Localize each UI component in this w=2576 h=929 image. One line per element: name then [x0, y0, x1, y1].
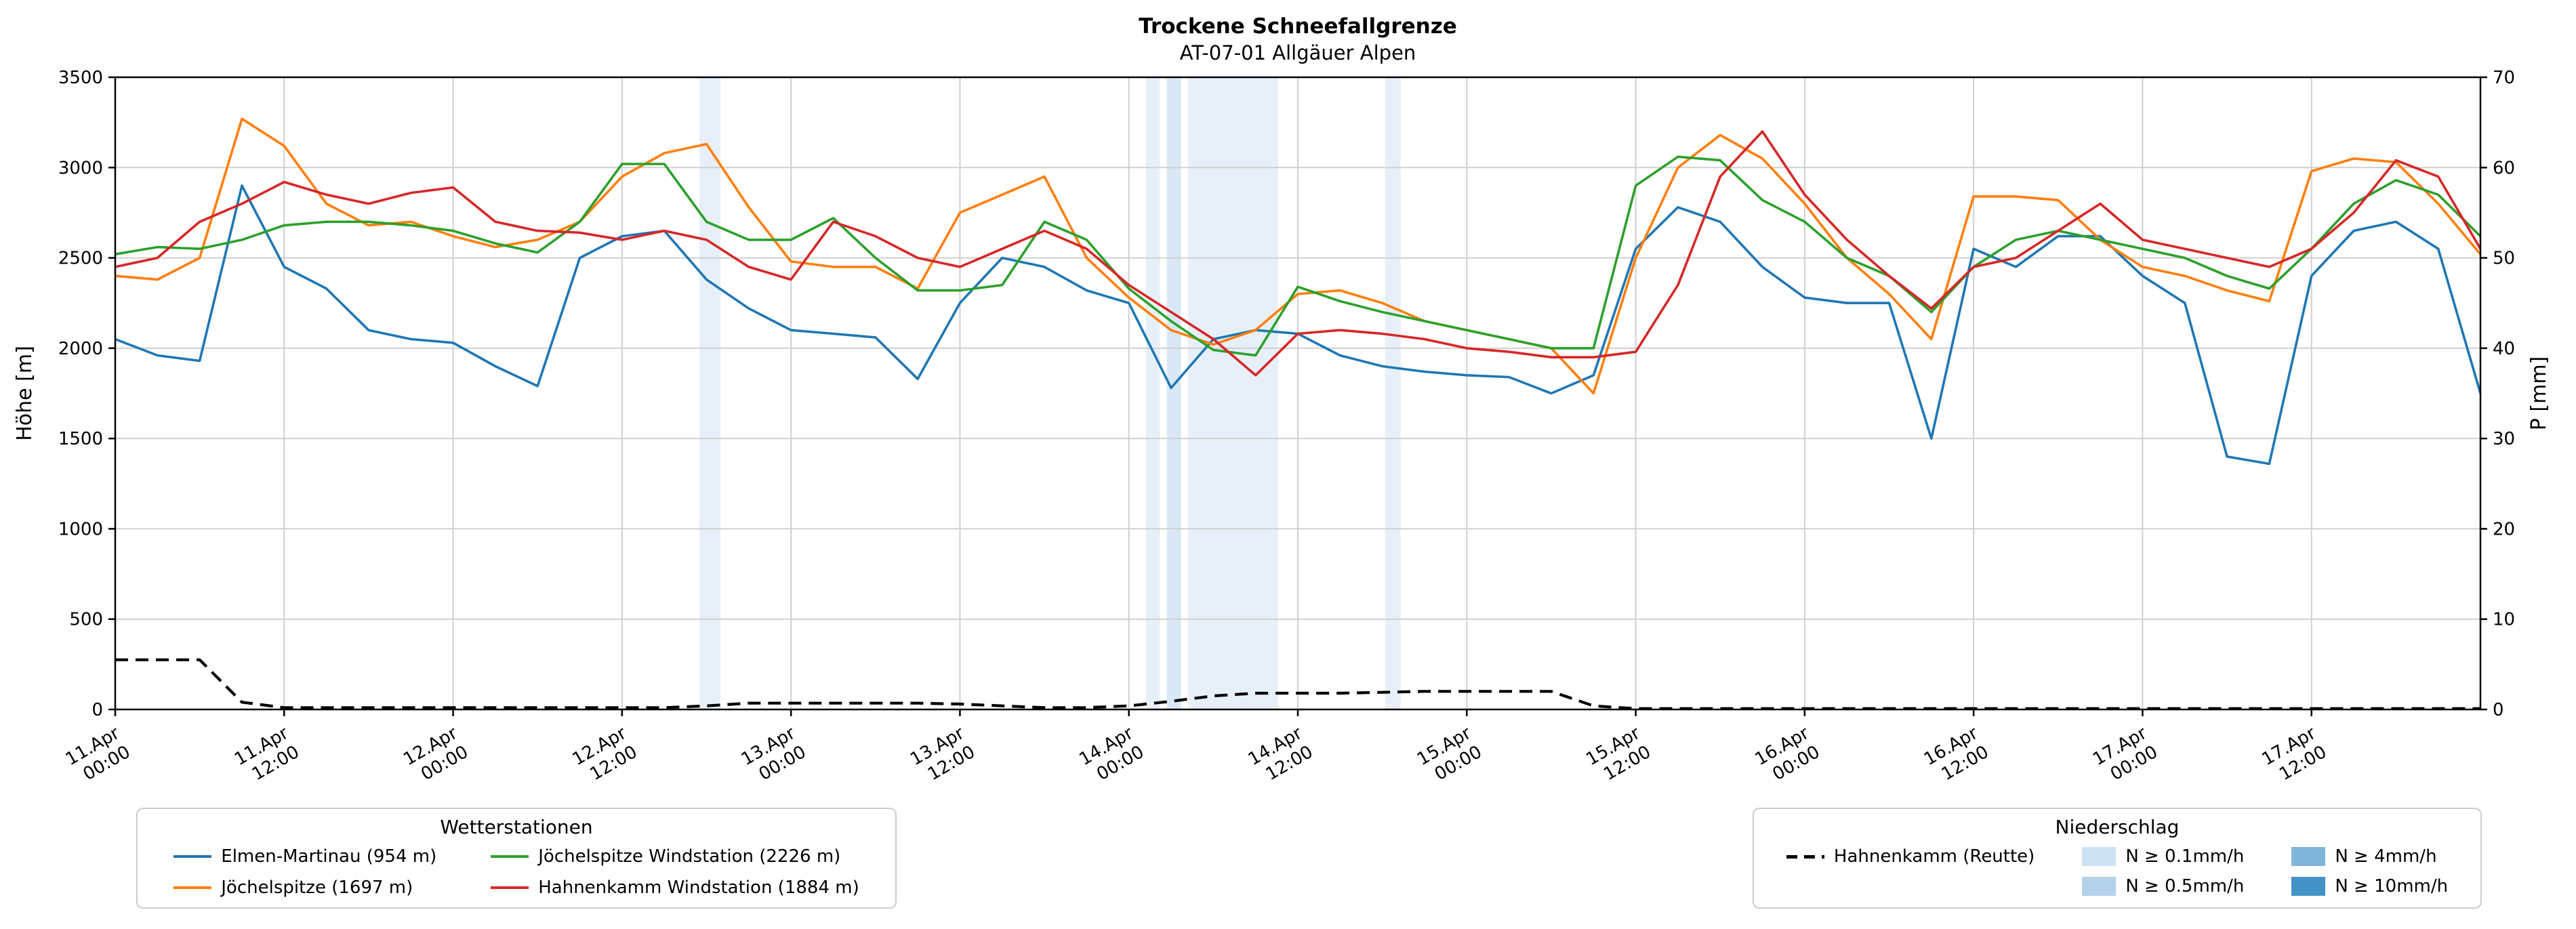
legend-wetterstationen-items: Elmen-Martinau (954 m) Jöchelspitze (1697…	[173, 846, 859, 898]
y-right-tick-label: 50	[2493, 249, 2515, 269]
legend-station-item: Jöchelspitze (1697 m)	[173, 878, 436, 898]
precip-span	[1385, 77, 1401, 709]
legend-precip-label: N ≥ 0.5mm/h	[2125, 876, 2245, 896]
legend-precip-item: N ≥ 10mm/h	[2291, 876, 2448, 896]
y-left-axis-label: Höhe [m]	[13, 346, 37, 441]
x-tick-label: 14.Apr12:00	[1245, 723, 1317, 789]
legend-precip-item: N ≥ 0.1mm/h	[2082, 846, 2244, 867]
y-right-tick-label: 70	[2493, 68, 2515, 88]
y-right-tick-label: 60	[2493, 158, 2515, 178]
y-right-tick-label: 20	[2493, 519, 2515, 539]
legend-precip-item: N ≥ 0.5mm/h	[2082, 876, 2244, 896]
precip-span	[1145, 77, 1160, 709]
legend-line-swatch	[491, 886, 529, 889]
legend-line-swatch	[491, 855, 529, 858]
y-right-tick-label: 0	[2493, 700, 2504, 720]
series-line-5	[115, 658, 2480, 710]
precip-span	[699, 77, 721, 709]
x-tick-label: 17.Apr12:00	[2258, 723, 2330, 789]
legend-precip-label: N ≥ 0.1mm/h	[2125, 846, 2245, 867]
y-right-axis-label: P [mm]	[2527, 356, 2551, 430]
y-right-tick-label: 40	[2493, 339, 2515, 359]
x-tick-label: 12.Apr12:00	[569, 723, 641, 789]
x-tick-label: 13.Apr00:00	[738, 723, 810, 789]
x-tick-label: 12.Apr00:00	[400, 723, 472, 789]
legend-station-item: Jöchelspitze Windstation (2226 m)	[491, 846, 859, 867]
legend-station-label: Elmen-Martinau (954 m)	[221, 846, 437, 867]
chart-subtitle: AT-07-01 Allgäuer Alpen	[1179, 41, 1416, 64]
precip-span	[1166, 77, 1181, 709]
x-tick-label: 14.Apr00:00	[1076, 723, 1147, 789]
series-line-2	[115, 117, 2482, 395]
legend-dashed-swatch	[1786, 854, 1824, 859]
legend-dashed-item: Hahnenkamm (Reutte)	[1786, 846, 2035, 867]
y-left-tick-label: 2000	[58, 339, 103, 359]
legend-station-label: Jöchelspitze Windstation (2226 m)	[538, 846, 841, 867]
y-left-tick-label: 2500	[58, 249, 103, 269]
x-tick-label: 13.Apr12:00	[907, 723, 979, 789]
legend-precip-item: N ≥ 4mm/h	[2291, 846, 2448, 867]
series-line-3	[115, 155, 2482, 357]
legend-patch-swatch	[2291, 877, 2326, 896]
legend-dashed-label: Hahnenkamm (Reutte)	[1833, 846, 2035, 867]
legend-station-label: Hahnenkamm Windstation (1884 m)	[538, 878, 859, 898]
y-right-tick-label: 30	[2493, 429, 2515, 449]
legend-patch-swatch	[2082, 877, 2117, 896]
y-left-tick-label: 0	[91, 700, 103, 720]
legend-precip-label: N ≥ 10mm/h	[2335, 876, 2449, 896]
legend-wetterstationen: Wetterstationen Elmen-Martinau (954 m) Jö…	[136, 808, 897, 909]
legend-wetterstationen-title: Wetterstationen	[440, 816, 593, 838]
y-left-tick-label: 1500	[58, 429, 103, 449]
legend-station-label: Jöchelspitze (1697 m)	[221, 878, 413, 898]
x-tick-label: 16.Apr12:00	[1921, 723, 1992, 789]
legend-station-item: Hahnenkamm Windstation (1884 m)	[491, 878, 859, 898]
x-tick-label: 16.Apr00:00	[1752, 723, 1824, 789]
y-left-tick-label: 1000	[58, 519, 103, 539]
x-tick-label: 11.Apr00:00	[62, 723, 134, 789]
legend-precip-label: N ≥ 4mm/h	[2335, 846, 2437, 867]
legend-line-swatch	[173, 886, 212, 889]
y-left-tick-label: 3500	[58, 68, 103, 88]
legend-line-swatch	[173, 855, 212, 858]
legend-patch-swatch	[2082, 847, 2117, 866]
series-line-4	[115, 130, 2482, 377]
chart-title: Trockene Schneefallgrenze	[1139, 14, 1457, 39]
legend-station-item: Elmen-Martinau (954 m)	[173, 846, 436, 867]
legend-niederschlag: Niederschlag Hahnenkamm (Reutte) N ≥ 0.1m…	[1753, 808, 2482, 909]
precip-span	[1188, 77, 1278, 709]
y-left-tick-label: 3000	[58, 158, 103, 178]
y-left-tick-label: 500	[69, 610, 103, 630]
x-tick-label: 11.Apr12:00	[231, 723, 303, 789]
legend-patch-swatch	[2291, 847, 2326, 866]
x-tick-label: 15.Apr12:00	[1582, 723, 1654, 789]
legend-niederschlag-items: Hahnenkamm (Reutte) N ≥ 0.1mm/h N ≥ 0.5mm/…	[1786, 846, 2448, 896]
legend-niederschlag-title: Niederschlag	[2055, 816, 2180, 838]
x-tick-label: 17.Apr00:00	[2089, 723, 2161, 789]
y-right-tick-label: 10	[2493, 610, 2515, 630]
x-tick-label: 15.Apr00:00	[1414, 723, 1486, 789]
